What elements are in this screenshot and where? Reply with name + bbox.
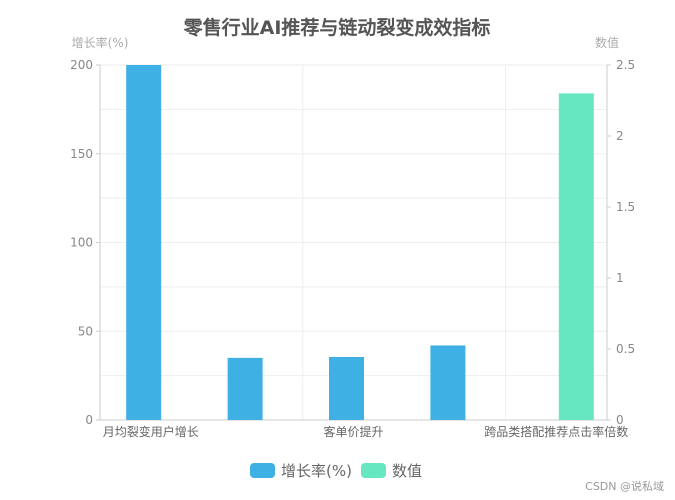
bars [126,65,594,421]
category-labels: 月均裂变用户增长 客单价提升 跨品类搭配推荐点击率倍数 [103,424,629,439]
legend-label: 数值 [392,462,422,480]
right-tick-label: 0 [616,413,624,427]
right-axis-ticks: 0 0.5 1 1.5 2 2.5 [607,58,635,427]
right-tick-label: 0.5 [616,342,635,356]
category-label: 月均裂变用户增长 [103,424,199,439]
right-tick-label: 2 [616,129,624,143]
bar [126,65,162,420]
category-label: 跨品类搭配推荐点击率倍数 [484,424,628,439]
right-axis-name: 数值 [595,35,619,50]
legend-label: 增长率(%) [281,462,352,480]
left-axis-ticks: 0 50 100 150 200 [70,58,100,427]
category-label: 客单价提升 [323,424,383,439]
left-tick-label: 200 [70,58,93,72]
chart-title: 零售行业AI推荐与链动裂变成效指标 [183,16,491,39]
bar [227,357,263,420]
left-tick-label: 150 [70,147,93,161]
left-tick-label: 50 [78,324,93,338]
left-tick-label: 0 [85,413,93,427]
left-tick-label: 100 [70,236,93,250]
legend-swatch [250,463,275,478]
right-tick-label: 1.5 [616,200,635,214]
watermark: CSDN @说私域 [585,479,664,493]
bar [558,93,594,421]
right-tick-label: 2.5 [616,58,635,72]
bar [430,345,466,420]
legend-swatch [361,463,386,478]
right-tick-label: 1 [616,271,624,285]
bar [329,356,364,420]
left-axis-name: 增长率(%) [72,35,129,50]
legend: 增长率(%) 数值 [250,462,422,480]
